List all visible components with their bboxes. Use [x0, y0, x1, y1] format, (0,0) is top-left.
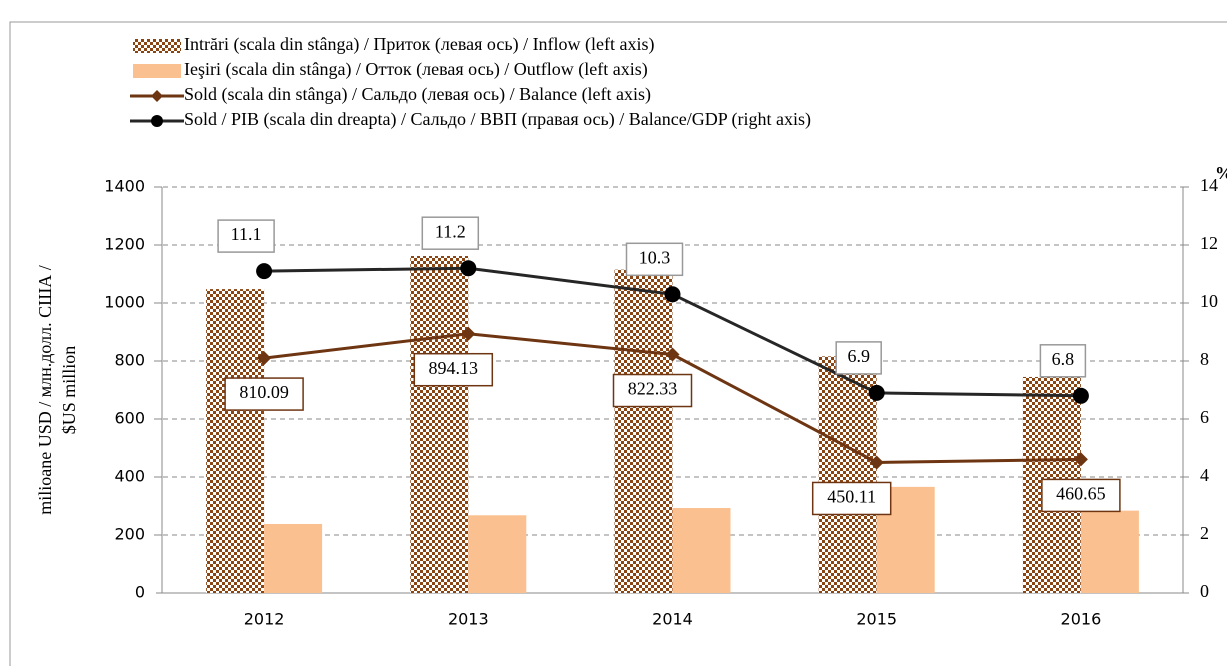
y2-tick-label: 2: [1200, 523, 1209, 543]
data-label: 822.33: [628, 379, 678, 399]
y-axis-label-line: milioane USD / млн.долл. США /: [35, 265, 55, 515]
y-tick-label: 600: [114, 409, 145, 428]
data-label-box: [625, 242, 684, 277]
data-label-box: [811, 481, 892, 516]
marker: [1073, 452, 1088, 467]
y-tick-label: 1000: [104, 293, 145, 312]
x-tick-label: 2012: [244, 610, 285, 629]
bar: [206, 289, 265, 593]
frame: [9, 21, 1227, 666]
data-label: 450.11: [827, 487, 876, 507]
data-label-box: [1039, 344, 1087, 378]
data-label-box: [217, 219, 275, 253]
bar: [818, 356, 877, 593]
bar: [410, 256, 469, 593]
legend-swatch: [133, 39, 181, 53]
data-label-box: [421, 216, 480, 250]
marker: [664, 286, 681, 303]
data-label: 10.3: [639, 247, 671, 267]
x-tick-label: 2014: [652, 610, 693, 629]
legend-marker: [151, 90, 163, 102]
bar: [264, 523, 323, 593]
legend-label: Sold / PIB (scala din dreapta) / Сальдо …: [184, 109, 811, 130]
marker: [257, 351, 272, 366]
legend-label: Ieşiri (scala din stânga) / Отток (левая…: [184, 59, 648, 80]
data-label: 6.8: [1052, 349, 1075, 369]
marker: [256, 263, 273, 280]
x-tick-label: 2016: [1061, 610, 1102, 629]
data-label-box: [1041, 478, 1121, 513]
y2-tick-label: 4: [1200, 465, 1209, 485]
y2-tick-label: 10: [1200, 291, 1218, 311]
data-label: 11.2: [435, 221, 466, 241]
x-tick-label: 2015: [856, 610, 897, 629]
bar: [1080, 510, 1139, 593]
legend-label: Intrări (scala din stânga) / Приток (лев…: [184, 34, 655, 55]
y-axis-label: milioane USD / млн.долл. США / $US milli…: [35, 265, 79, 515]
bar: [468, 515, 527, 593]
data-label: 6.9: [847, 346, 870, 366]
y2-tick-label: 6: [1200, 407, 1209, 427]
legend-label: Sold (scala din stânga) / Сальдо (левая …: [184, 84, 651, 105]
y-tick-label: 800: [114, 351, 145, 370]
bar: [614, 269, 673, 593]
y2-tick-label: 8: [1200, 349, 1209, 369]
marker: [460, 260, 477, 277]
bar: [672, 508, 731, 593]
y-tick-label: 1200: [104, 235, 145, 254]
marker: [869, 455, 884, 470]
y2-axis-label: %: [1215, 163, 1227, 183]
data-label: 810.09: [239, 382, 289, 402]
data-label: 11.1: [231, 224, 262, 244]
marker: [665, 347, 680, 362]
marker: [1072, 387, 1089, 404]
x-tick-label: 2013: [448, 610, 489, 629]
y-tick-label: 0: [135, 583, 145, 602]
legend-swatch: [133, 64, 181, 78]
data-label-box: [612, 373, 693, 408]
y-tick-label: 1400: [104, 177, 145, 196]
y2-tick-label: 0: [1200, 581, 1209, 601]
data-label: 894.13: [429, 358, 479, 378]
y2-tick-label: 12: [1200, 233, 1218, 253]
y2-tick-label: 14: [1200, 175, 1218, 195]
data-label-box: [224, 377, 304, 411]
legend-marker: [151, 115, 163, 127]
data-label-box: [413, 352, 494, 387]
y-tick-label: 200: [114, 525, 145, 544]
data-label-box: [835, 341, 882, 375]
marker: [461, 326, 476, 341]
data-label: 460.65: [1056, 484, 1106, 504]
y-tick-label: 400: [114, 467, 145, 486]
marker: [868, 384, 885, 401]
y-axis-label-line: $US million: [59, 346, 79, 435]
